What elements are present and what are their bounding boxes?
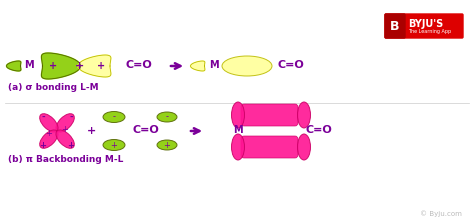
Text: +: + <box>46 128 53 137</box>
Text: -: - <box>165 112 168 122</box>
Text: © Byju.com: © Byju.com <box>420 210 462 217</box>
Text: C=O: C=O <box>306 125 333 135</box>
Ellipse shape <box>231 134 245 160</box>
Text: +: + <box>49 61 57 71</box>
Ellipse shape <box>157 140 177 150</box>
Ellipse shape <box>231 102 245 128</box>
Ellipse shape <box>298 134 310 160</box>
Text: -: - <box>69 112 73 122</box>
Text: +: + <box>75 61 85 71</box>
Text: +: + <box>87 126 97 136</box>
Text: +: + <box>164 141 171 149</box>
Polygon shape <box>41 53 81 79</box>
Text: M: M <box>24 60 34 70</box>
Ellipse shape <box>298 102 310 128</box>
Ellipse shape <box>40 130 58 148</box>
Polygon shape <box>78 55 111 77</box>
Text: M: M <box>209 60 219 70</box>
Ellipse shape <box>56 114 74 132</box>
FancyBboxPatch shape <box>385 14 463 38</box>
Text: +: + <box>67 141 74 149</box>
Ellipse shape <box>103 139 125 151</box>
Text: (a) σ bonding L-M: (a) σ bonding L-M <box>8 84 99 93</box>
FancyBboxPatch shape <box>241 104 298 126</box>
Polygon shape <box>7 61 21 71</box>
Text: B: B <box>390 19 400 32</box>
Text: -: - <box>112 112 116 122</box>
Text: The Learning App: The Learning App <box>408 29 451 34</box>
Text: +: + <box>110 141 118 149</box>
Ellipse shape <box>222 56 272 76</box>
Text: BYJU'S: BYJU'S <box>408 19 443 29</box>
Text: (b) π Backbonding M-L: (b) π Backbonding M-L <box>8 154 123 164</box>
Text: +: + <box>97 61 105 71</box>
FancyBboxPatch shape <box>385 14 405 38</box>
Polygon shape <box>191 61 205 71</box>
Text: M: M <box>233 125 243 135</box>
Text: +: + <box>39 141 46 149</box>
Ellipse shape <box>56 130 74 148</box>
Ellipse shape <box>103 112 125 122</box>
Text: C=O: C=O <box>133 125 160 135</box>
Text: -: - <box>41 112 45 122</box>
Text: C=O: C=O <box>278 60 305 70</box>
Text: +: + <box>62 124 68 133</box>
Text: C=O: C=O <box>126 60 153 70</box>
FancyBboxPatch shape <box>241 136 298 158</box>
Ellipse shape <box>40 114 58 132</box>
Ellipse shape <box>157 112 177 122</box>
